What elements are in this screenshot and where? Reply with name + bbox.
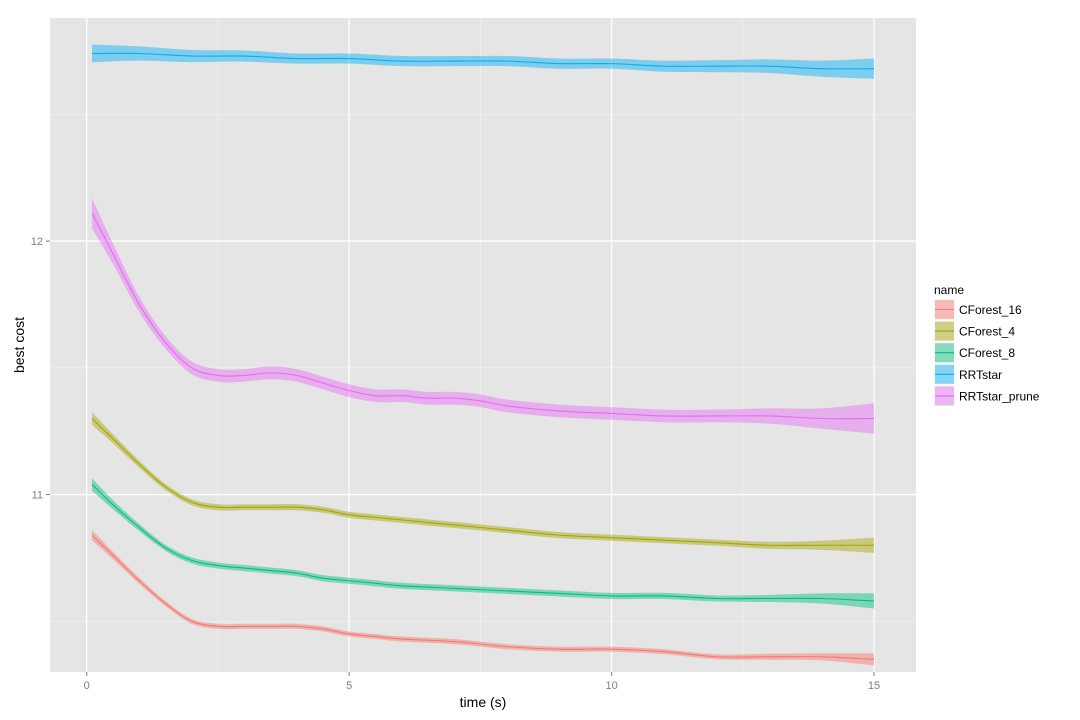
legend-label: CForest_16 [959,303,1022,317]
plot-panel [50,18,916,672]
confidence-bands [91,44,875,666]
x-tick-label: 10 [605,680,617,692]
x-tick-label: 15 [868,680,880,692]
minor-gridlines [50,18,916,672]
legend-item-cforest-4: CForest_4 [933,320,1015,343]
x-tick-label: 5 [346,680,352,692]
legend: name CForest_16 CForest_4 CForest_8 RRTstar… [933,283,1040,407]
x-axis-ticks: 0 5 10 15 [84,672,880,692]
x-tick-label: 0 [84,680,90,692]
band-cforest-4 [91,412,875,553]
band-cforest-8 [91,478,875,609]
y-axis-title: best cost [11,317,27,373]
y-tick-label: 12 [31,236,43,248]
legend-item-rrtstar-prune: RRTstar_prune [933,384,1040,407]
y-axis-ticks: 11 12 [31,236,50,502]
band-rrtstar-prune [91,197,875,434]
band-rrtstar [91,44,875,79]
x-axis-title: time (s) [460,694,507,710]
series-lines [91,52,875,660]
legend-label: CForest_8 [959,346,1015,360]
legend-item-cforest-16: CForest_16 [933,298,1022,321]
line-cforest-4 [91,418,875,546]
line-cforest-8 [91,484,875,602]
major-gridlines [50,18,916,672]
legend-label: RRTstar_prune [959,389,1040,403]
line-cforest-16 [91,534,875,660]
y-tick-label: 11 [32,490,43,502]
line-rrtstar-prune [91,212,875,420]
legend-label: CForest_4 [959,325,1015,339]
line-rrtstar [91,52,875,70]
legend-item-cforest-8: CForest_8 [933,341,1015,364]
legend-label: RRTstar [959,368,1002,382]
legend-title: name [934,283,964,297]
legend-item-rrtstar: RRTstar [933,363,1002,386]
